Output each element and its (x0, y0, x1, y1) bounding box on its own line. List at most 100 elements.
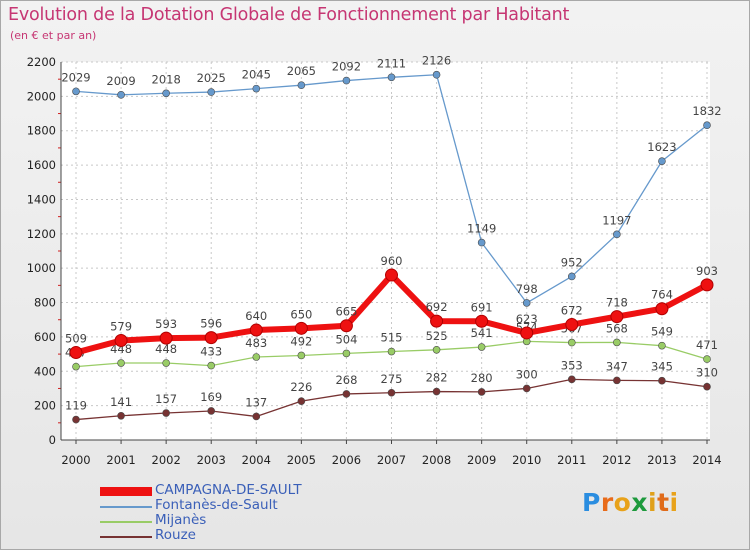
data-point (385, 268, 398, 282)
data-point (117, 411, 125, 420)
data-point (207, 407, 216, 415)
data-point (522, 384, 531, 393)
x-tick-label: 2002 (152, 453, 181, 467)
y-tick-label: 1800 (27, 124, 56, 138)
x-tick-label: 2000 (61, 453, 90, 467)
logo-letter: P (582, 488, 601, 517)
y-tick-label: 800 (34, 296, 56, 310)
proxiti-logo: Proxiti (582, 488, 679, 517)
data-point (387, 388, 396, 397)
data-label: 275 (381, 372, 403, 386)
data-point (204, 331, 218, 345)
x-tick-label: 2012 (602, 453, 631, 467)
data-point (520, 326, 534, 340)
data-label: 471 (696, 338, 718, 352)
data-point (72, 87, 80, 96)
data-point (567, 272, 576, 281)
y-tick-label: 1400 (27, 192, 56, 206)
data-point (432, 387, 441, 396)
data-label: 1197 (602, 213, 631, 227)
y-tick-label: 1600 (27, 158, 56, 172)
data-label: 268 (335, 373, 357, 387)
data-point (387, 73, 396, 82)
data-point (342, 390, 351, 398)
data-point (114, 334, 128, 348)
data-label: 579 (110, 320, 132, 334)
data-point (387, 347, 396, 356)
x-tick-label: 2008 (422, 453, 451, 467)
data-point (477, 343, 486, 351)
logo-letter: i (648, 488, 658, 517)
data-label: 798 (516, 282, 538, 296)
x-tick-label: 2003 (197, 453, 226, 467)
data-label: 282 (426, 371, 448, 385)
data-label: 640 (245, 309, 267, 323)
data-point (658, 341, 666, 350)
data-label: 433 (200, 345, 222, 359)
data-point (613, 230, 621, 239)
data-point (72, 362, 80, 371)
data-point (69, 346, 83, 360)
data-point (297, 81, 306, 89)
x-tick-label: 2011 (557, 453, 586, 467)
data-point (342, 76, 351, 85)
y-tick-label: 200 (34, 399, 56, 413)
data-label: 549 (651, 325, 673, 339)
data-label: 448 (155, 342, 177, 356)
data-label: 345 (651, 360, 673, 374)
legend-label: Fontanès-de-Sault (155, 497, 278, 513)
data-label: 672 (561, 304, 583, 318)
data-label: 353 (561, 358, 583, 372)
data-label: 650 (290, 307, 312, 321)
data-point (207, 88, 216, 96)
data-label: 2025 (197, 71, 226, 85)
data-label: 226 (290, 380, 312, 394)
data-point (117, 91, 125, 99)
y-tick-label: 2000 (27, 89, 56, 103)
data-label: 691 (471, 300, 493, 314)
y-tick-label: 600 (34, 330, 56, 344)
data-point (117, 359, 125, 367)
data-label: 1832 (692, 104, 721, 118)
y-tick-label: 0 (49, 433, 56, 447)
data-point (432, 70, 441, 79)
data-point (703, 382, 711, 391)
data-point (477, 238, 486, 247)
data-label: 448 (110, 342, 132, 356)
y-tick-label: 1000 (27, 261, 56, 275)
data-point (162, 359, 170, 367)
data-label: 623 (516, 312, 538, 326)
data-label: 2018 (152, 72, 181, 86)
data-point (252, 84, 261, 93)
x-tick-label: 2004 (242, 453, 271, 467)
data-label: 593 (155, 317, 177, 331)
data-label: 2065 (287, 64, 316, 78)
logo-letter: x (631, 488, 648, 517)
data-point (655, 302, 669, 316)
data-point (700, 278, 714, 292)
legend-label: CAMPAGNA-DE-SAULT (155, 482, 302, 498)
legend-swatch (100, 487, 152, 496)
x-tick-label: 2014 (692, 453, 721, 467)
legend-label: Mijanès (155, 512, 207, 528)
data-label: 903 (696, 264, 718, 278)
data-label: 2092 (332, 60, 361, 74)
data-point (430, 314, 444, 328)
logo-letter: t (657, 488, 670, 517)
data-label: 169 (200, 390, 222, 404)
data-point (610, 310, 624, 324)
data-point (162, 409, 170, 417)
data-point (567, 338, 576, 347)
data-point (703, 355, 711, 363)
plot-area (61, 62, 710, 440)
data-label: 596 (200, 317, 222, 331)
data-label: 568 (606, 321, 628, 335)
data-label: 718 (606, 296, 628, 310)
data-point (432, 345, 441, 354)
data-point (297, 351, 306, 360)
x-tick-label: 2005 (287, 453, 316, 467)
data-point (565, 318, 579, 332)
data-label: 483 (245, 336, 267, 350)
logo-letter: o (613, 488, 632, 517)
